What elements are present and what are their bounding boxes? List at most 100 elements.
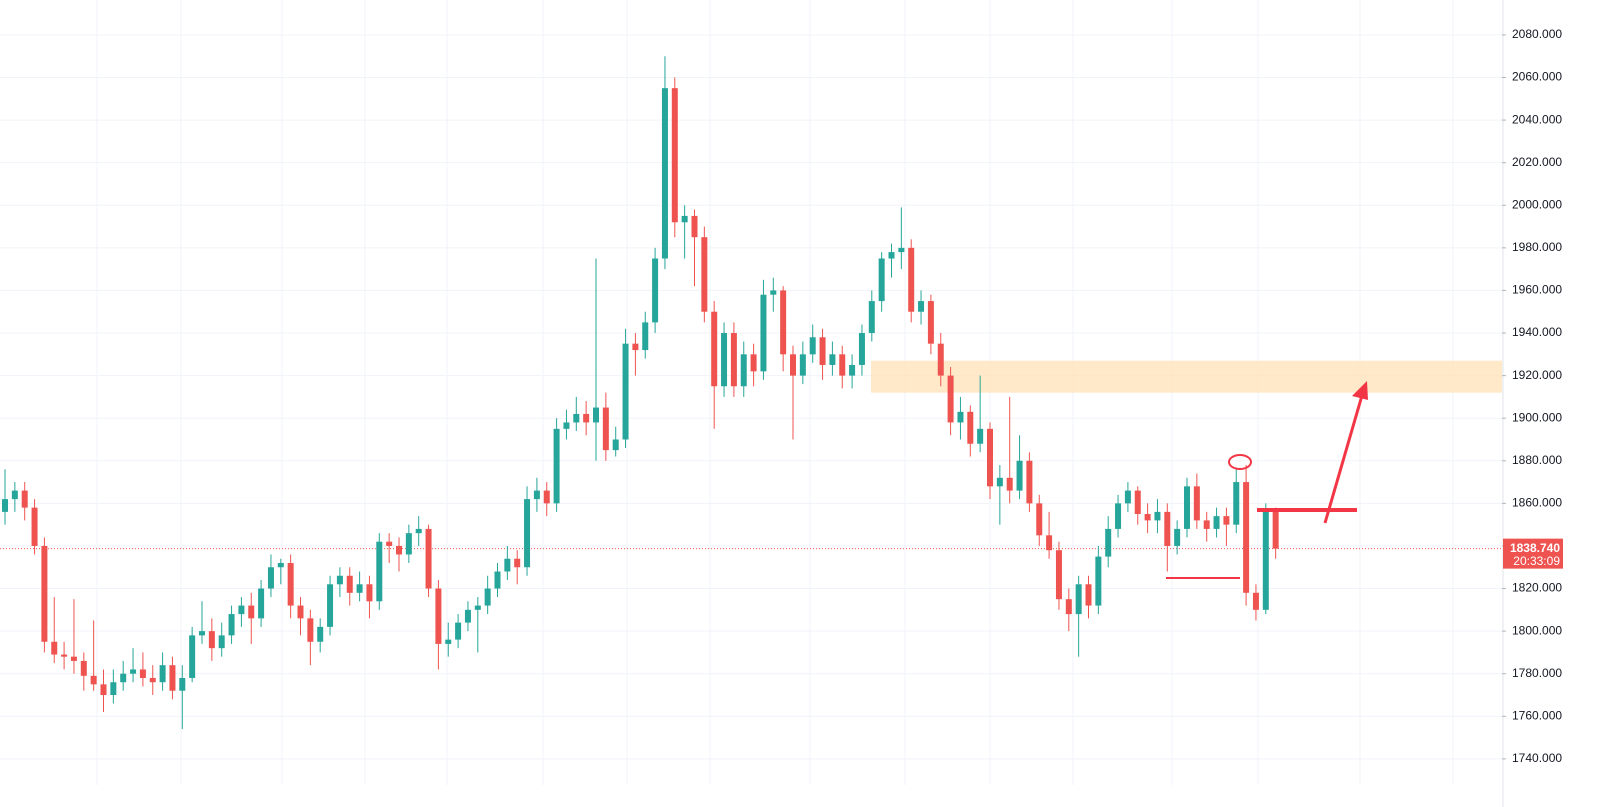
candle-body bbox=[1055, 550, 1062, 600]
candle-body bbox=[80, 660, 87, 676]
candle-body bbox=[908, 247, 915, 312]
candle-body bbox=[878, 258, 885, 302]
candle-body bbox=[977, 428, 984, 444]
candle-body bbox=[750, 354, 757, 372]
candle-body bbox=[780, 290, 787, 355]
y-tick-label: 1820.000 bbox=[1512, 581, 1562, 595]
candle-body bbox=[858, 333, 865, 365]
wick-highlight bbox=[1228, 454, 1252, 470]
candle-body bbox=[1016, 460, 1023, 491]
candle-body bbox=[996, 477, 1003, 487]
candle-body bbox=[494, 571, 501, 589]
candle-body bbox=[1095, 556, 1102, 606]
candle-body bbox=[593, 407, 599, 423]
y-tick-label: 1880.000 bbox=[1512, 453, 1562, 467]
candle-body bbox=[1272, 511, 1279, 549]
y-tick-label: 1940.000 bbox=[1512, 325, 1562, 339]
candle-body bbox=[11, 490, 18, 500]
candle-body bbox=[366, 584, 373, 602]
candle-body bbox=[543, 490, 550, 504]
candle-body bbox=[1174, 528, 1181, 546]
candle-body bbox=[445, 639, 452, 644]
candle-body bbox=[1075, 584, 1082, 615]
candle-body bbox=[90, 675, 97, 685]
candle-body bbox=[110, 682, 117, 695]
candle-body bbox=[918, 301, 925, 312]
y-tick-label: 2040.000 bbox=[1512, 112, 1562, 126]
candle-body bbox=[1115, 503, 1122, 529]
candle-body bbox=[701, 237, 708, 312]
candle-body bbox=[602, 407, 609, 451]
candle-body bbox=[612, 439, 619, 451]
candle-body bbox=[1233, 482, 1240, 525]
candle-body bbox=[839, 354, 846, 376]
y-tick-label: 1780.000 bbox=[1512, 666, 1562, 680]
candle-body bbox=[730, 333, 737, 387]
candle-body bbox=[435, 588, 442, 644]
candle-body bbox=[139, 669, 146, 678]
candle-body bbox=[573, 413, 580, 423]
candle-body bbox=[987, 428, 993, 487]
candle-body bbox=[829, 354, 836, 365]
candle-body bbox=[583, 413, 590, 423]
candle-body bbox=[1124, 490, 1131, 504]
candle-body bbox=[819, 337, 826, 365]
candle-body bbox=[267, 567, 274, 589]
candle-body bbox=[258, 588, 265, 619]
candle-body bbox=[70, 656, 77, 661]
candle-body bbox=[120, 673, 127, 683]
candle-body bbox=[514, 558, 521, 568]
candle-body bbox=[1243, 482, 1250, 593]
candle-body bbox=[474, 605, 481, 610]
y-tick-label: 2000.000 bbox=[1512, 197, 1562, 211]
candle-body bbox=[760, 294, 767, 372]
last-price-label: 1838.740 bbox=[1510, 541, 1560, 555]
candle-body bbox=[61, 654, 68, 657]
candle-body bbox=[553, 428, 560, 504]
candle-body bbox=[208, 631, 215, 649]
candle-body bbox=[1105, 528, 1112, 557]
candle-body bbox=[1006, 477, 1013, 491]
resistance-zone bbox=[871, 360, 1502, 393]
countdown-label: 20:33:09 bbox=[1513, 554, 1560, 568]
candle-body bbox=[661, 88, 668, 259]
candle-body bbox=[484, 588, 491, 606]
candle-body bbox=[957, 411, 964, 423]
candle-body bbox=[238, 605, 245, 615]
candle-body bbox=[1065, 599, 1072, 615]
candle-body bbox=[277, 562, 284, 568]
candle-body bbox=[504, 558, 511, 572]
candle-body bbox=[405, 533, 412, 555]
y-tick-label: 2080.000 bbox=[1512, 27, 1562, 41]
candle-body bbox=[1223, 516, 1230, 525]
candle-body bbox=[396, 545, 402, 555]
candle-body bbox=[681, 215, 688, 223]
candle-body bbox=[888, 252, 895, 259]
candle-body bbox=[652, 258, 659, 323]
candle-body bbox=[327, 584, 334, 627]
candle-body bbox=[228, 614, 235, 636]
candle-body bbox=[169, 665, 176, 691]
candle-body bbox=[248, 605, 255, 619]
candle-body bbox=[740, 354, 747, 387]
candle-body bbox=[189, 635, 196, 678]
candle-body bbox=[317, 626, 324, 642]
candle-body bbox=[1134, 490, 1141, 515]
candle-body bbox=[2, 499, 8, 512]
candle-body bbox=[415, 528, 422, 534]
candle-body bbox=[455, 622, 462, 640]
candle-body bbox=[149, 677, 156, 683]
candle-body bbox=[927, 301, 934, 344]
candle-body bbox=[1144, 514, 1151, 521]
y-tick-label: 2020.000 bbox=[1512, 155, 1562, 169]
candle-body bbox=[336, 575, 343, 585]
y-tick-label: 1960.000 bbox=[1512, 283, 1562, 297]
candle-body bbox=[799, 354, 806, 376]
candle-body bbox=[179, 677, 186, 691]
candle-body bbox=[287, 562, 294, 606]
target-arrow-head bbox=[1352, 381, 1368, 400]
y-tick-label: 1760.000 bbox=[1512, 708, 1562, 722]
candle-body bbox=[130, 669, 137, 674]
candle-body bbox=[632, 343, 639, 351]
y-tick-label: 2060.000 bbox=[1512, 70, 1562, 84]
